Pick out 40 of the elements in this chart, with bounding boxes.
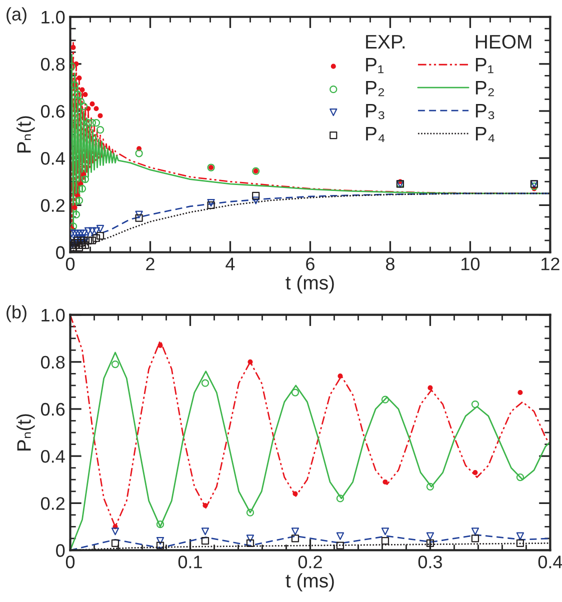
y-axis-title: Pₙ(t) — [16, 116, 35, 152]
legend-label: P₁ — [366, 58, 384, 74]
x-tick-label: 8 — [386, 258, 394, 270]
legend-label: P₄ — [476, 127, 495, 142]
y-tick-label: 0.2 — [40, 199, 64, 212]
y-tick-label: 1.0 — [42, 308, 65, 322]
y-tick-label: 0 — [56, 544, 65, 557]
chart-title: (a) — [6, 7, 26, 24]
y-tick-label: 0 — [56, 246, 65, 259]
y-tick-label: 0.2 — [40, 497, 64, 510]
annotation: HEOM — [476, 34, 532, 49]
x-tick-label: 0.2 — [298, 556, 322, 568]
x-tick-label: 10 — [462, 258, 480, 270]
x-tick-label: 0.1 — [178, 556, 202, 568]
y-tick-label: 0.4 — [40, 450, 65, 463]
x-tick-label: 0 — [66, 258, 75, 270]
chart-title: (b) — [6, 305, 26, 322]
y-tick-label: 0.4 — [40, 152, 65, 165]
x-tick-label: 0.3 — [418, 556, 442, 568]
legend-label: P₁ — [476, 58, 494, 74]
x-tick-label: 2 — [146, 258, 154, 270]
y-tick-label: 1.0 — [42, 10, 65, 24]
x-tick-label: 4 — [226, 258, 235, 270]
y-tick-label: 0.8 — [40, 356, 65, 369]
legend-label: P₃ — [476, 104, 494, 120]
y-tick-label: 0.6 — [40, 104, 65, 118]
y-axis-title: Pₙ(t) — [16, 414, 35, 450]
legend-label: P₄ — [366, 127, 385, 142]
legend-label: P₃ — [366, 104, 384, 120]
legend-label: P₂ — [476, 81, 494, 96]
annotation: EXP. — [366, 35, 405, 48]
y-tick-label: 0.8 — [40, 58, 65, 71]
x-tick-label: 0 — [66, 556, 75, 568]
legend-label: P₂ — [366, 81, 384, 96]
x-axis-title: t (ms) — [286, 573, 334, 592]
y-tick-label: 0.6 — [40, 402, 65, 416]
x-tick-label: 6 — [306, 258, 314, 270]
x-tick-label: 12 — [542, 258, 560, 270]
x-axis-title: t (ms) — [286, 275, 334, 294]
x-tick-label: 0.4 — [538, 556, 562, 568]
